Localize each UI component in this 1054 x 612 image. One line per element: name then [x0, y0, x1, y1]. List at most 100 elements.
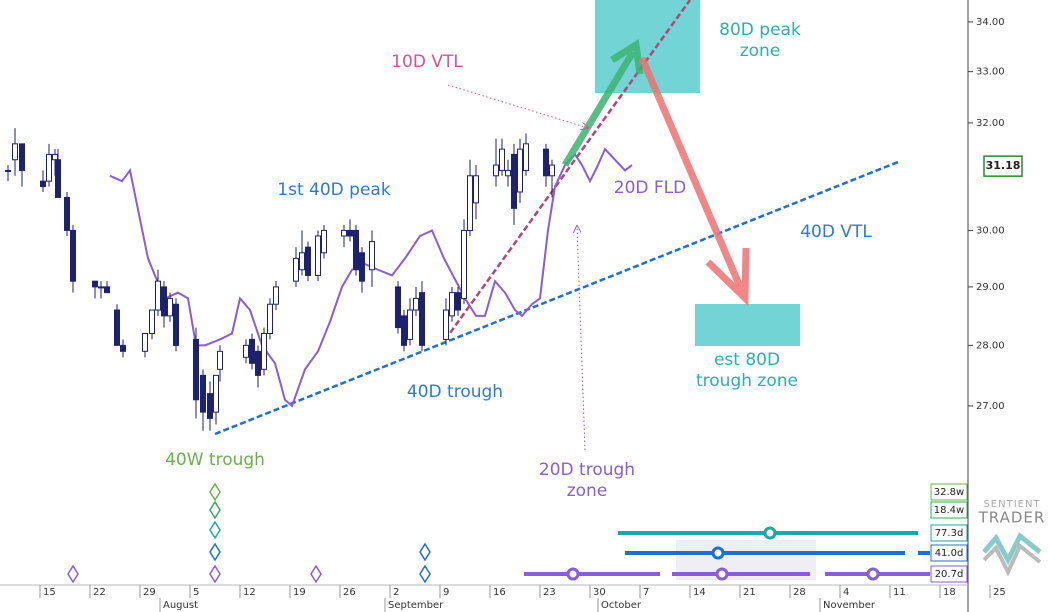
- x-tick-label: 23: [543, 587, 556, 598]
- y-tick-label: 33.00: [976, 67, 1005, 78]
- candle-body: [200, 374, 206, 413]
- candle-body: [155, 280, 161, 311]
- brand: TRADER: [978, 509, 1046, 527]
- cycle-label-box: [930, 565, 968, 583]
- annotation: zone: [740, 41, 781, 61]
- candle-body: [347, 229, 353, 237]
- candle-body: [413, 297, 419, 311]
- brand: SENTIENT: [983, 499, 1040, 510]
- month-label: October: [601, 600, 642, 611]
- cycle-dot: [866, 567, 880, 581]
- diamond: [209, 500, 221, 520]
- y-tick-label: 27.00: [976, 401, 1005, 412]
- candle-body: [40, 180, 46, 188]
- candle-body: [443, 309, 449, 340]
- candle-body: [98, 286, 104, 289]
- annotation: 80D peak: [719, 20, 801, 40]
- annotation: 1st 40D peak: [277, 180, 391, 200]
- x-tick-label: 22: [93, 587, 106, 598]
- plot-area: [5, 0, 899, 436]
- month-label: September: [388, 600, 444, 611]
- annotation: zone: [567, 481, 608, 501]
- candle-body: [523, 143, 529, 171]
- cycle-line: [109, 147, 633, 408]
- candle-body: [217, 350, 223, 370]
- candle-body: [407, 309, 413, 340]
- x-tick-label: 29: [143, 587, 156, 598]
- x-tick-label: 9: [443, 587, 449, 598]
- red-arrow: [638, 56, 750, 307]
- candle-body: [142, 332, 148, 352]
- cycle-dot: [711, 546, 725, 560]
- diamond: [419, 542, 431, 562]
- diamond: [209, 542, 221, 562]
- x-tick-label: 2: [393, 587, 399, 598]
- candle-body: [511, 153, 517, 209]
- candle-body: [64, 196, 70, 231]
- diamond: [209, 520, 221, 540]
- candle-body: [12, 143, 18, 161]
- candle-body: [455, 292, 461, 311]
- candle-body: [255, 350, 261, 376]
- candle-body: [46, 153, 52, 182]
- candle-body: [549, 164, 555, 177]
- y-tick-label: 32.00: [976, 118, 1005, 129]
- candle-body: [161, 286, 167, 317]
- diamond: [419, 564, 431, 584]
- x-tick-label: 5: [193, 587, 199, 598]
- candle-body: [517, 148, 523, 193]
- diamond: [209, 564, 221, 584]
- x-tick-label: 7: [643, 587, 649, 598]
- diamond: [67, 564, 79, 584]
- candle-body: [395, 286, 401, 329]
- candle-body: [249, 338, 255, 364]
- candle-body: [401, 315, 407, 346]
- x-tick-label: 15: [43, 587, 56, 598]
- candle-body: [114, 309, 120, 346]
- candle-body: [543, 148, 549, 177]
- candle-body: [267, 303, 273, 334]
- trough-zone: [695, 304, 800, 346]
- candle-body: [92, 280, 98, 288]
- candle-body: [104, 286, 110, 294]
- x-tick-label: 18: [943, 587, 956, 598]
- y-tick-label: 29.00: [976, 282, 1005, 293]
- annotation: 10D VTL: [391, 52, 463, 72]
- candle-body: [321, 229, 327, 254]
- candle-body: [193, 338, 199, 401]
- x-tick-label: 16: [493, 587, 506, 598]
- candle-body: [299, 252, 305, 271]
- cycle-dot: [566, 567, 580, 581]
- x-tick-label: 30: [593, 587, 606, 598]
- cycle-label: 18.4w: [934, 505, 964, 516]
- annotation: 40D trough: [407, 382, 503, 402]
- candle-body: [55, 159, 61, 198]
- x-tick-label: 11: [893, 587, 906, 598]
- vtl-10d: [443, 0, 692, 341]
- y-tick-label: 28.00: [976, 340, 1005, 351]
- x-tick-label: 19: [293, 587, 306, 598]
- x-tick-label: 25: [993, 587, 1006, 598]
- diamond: [310, 564, 322, 584]
- cycle-label-box: [930, 483, 968, 501]
- cycle-label: 20.7d: [935, 569, 964, 580]
- cycle-label: 32.8w: [934, 487, 964, 498]
- x-tick-label: 14: [693, 587, 706, 598]
- candle-body: [473, 175, 479, 204]
- price-box: [983, 155, 1023, 177]
- candle-body: [359, 252, 365, 282]
- annotation: 20D trough: [539, 460, 635, 480]
- month-label: August: [163, 600, 198, 611]
- x-tick-label: 26: [343, 587, 356, 598]
- candle-body: [505, 169, 511, 177]
- y-tick-label: 30.00: [976, 225, 1005, 236]
- cycle-label-box: [930, 524, 968, 542]
- last-price: 31.18: [986, 159, 1021, 172]
- month-label: November: [823, 600, 876, 611]
- x-tick-label: 12: [243, 587, 256, 598]
- candle-body: [207, 393, 213, 419]
- candle-body: [493, 164, 499, 177]
- annotation: 20D FLD: [614, 178, 686, 198]
- vtl-40d: [214, 160, 899, 436]
